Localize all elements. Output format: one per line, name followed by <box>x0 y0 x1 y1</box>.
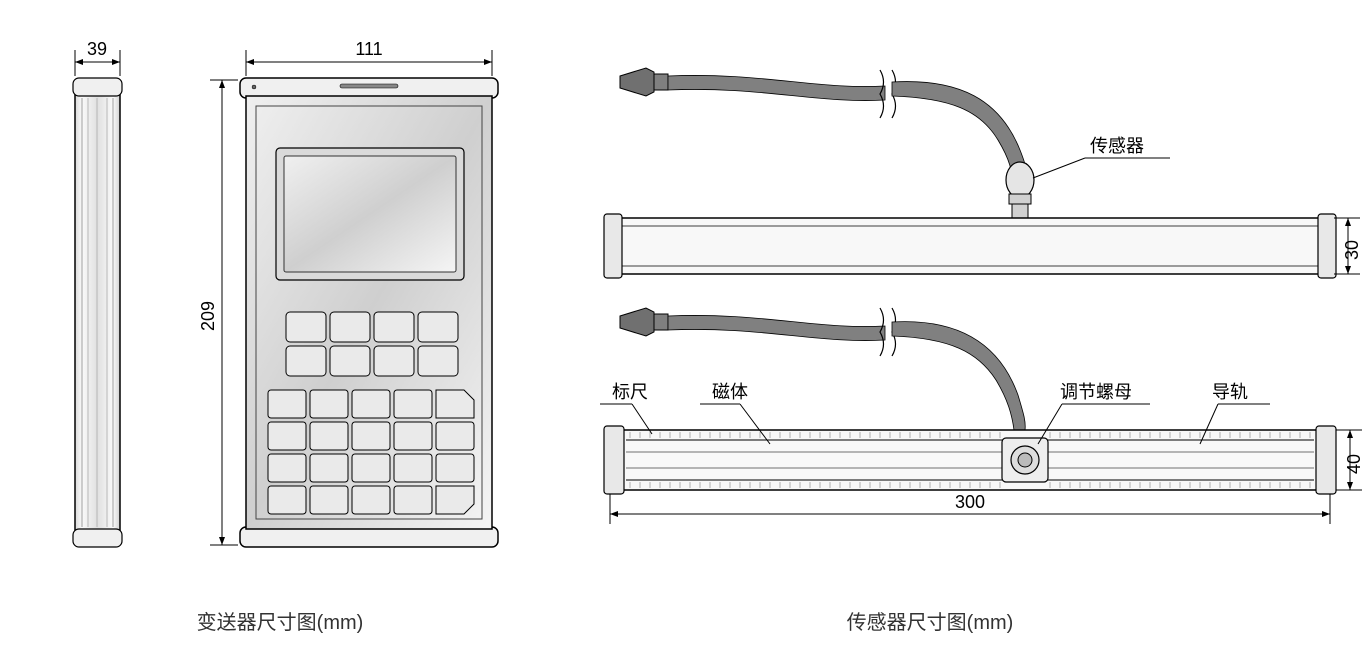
caption-sensor: 传感器尺寸图(mm) <box>730 606 1130 635</box>
dim-front-rail-height-label: 40 <box>1344 454 1364 474</box>
sensor-top-cable <box>620 68 1034 218</box>
anno-magnet-label: 磁体 <box>712 382 748 402</box>
anno-rail-label: 导轨 <box>1212 382 1248 402</box>
dim-front-width: 111 <box>246 39 492 76</box>
anno-ruler-label: 标尺 <box>612 382 648 402</box>
technical-drawing: 39 111 209 30 <box>0 0 1372 664</box>
dim-top-height: 30 <box>1334 218 1362 274</box>
transmitter-side-view <box>73 78 122 547</box>
anno-nut-label: 调节螺母 <box>1060 382 1132 402</box>
dim-side-width-label: 39 <box>87 39 107 59</box>
caption-transmitter: 变送器尺寸图(mm) <box>130 606 430 635</box>
dim-front-height: 209 <box>198 80 238 545</box>
sensor-front-cable <box>620 308 1025 430</box>
dim-front-height-label: 209 <box>198 301 218 331</box>
transmitter-front-view <box>240 78 498 547</box>
sensor-top-rail <box>604 214 1336 278</box>
dim-front-width-label: 111 <box>355 39 382 59</box>
dim-front-rail-width: 300 <box>610 492 1330 524</box>
dim-front-rail-width-label: 300 <box>955 492 985 512</box>
dim-side-width: 39 <box>75 39 120 76</box>
dim-top-height-label: 30 <box>1342 240 1362 260</box>
anno-sensor: 传感器 <box>1033 136 1170 178</box>
dim-front-rail-height: 40 <box>1336 430 1364 490</box>
sensor-front-rail <box>604 426 1336 494</box>
anno-sensor-label: 传感器 <box>1090 136 1144 156</box>
